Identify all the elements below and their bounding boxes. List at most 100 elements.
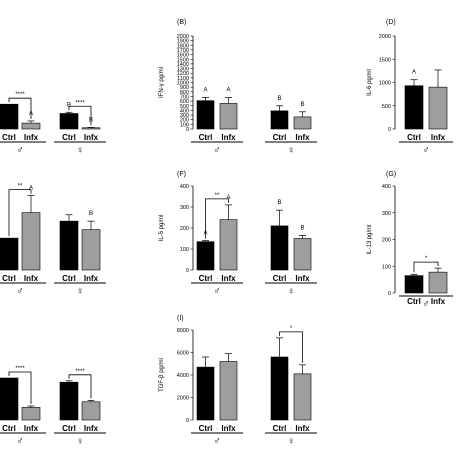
x-label-infx: Infx <box>84 133 99 142</box>
x-label-infx: Infx <box>295 133 310 142</box>
group-symbol: ♀ <box>287 286 295 297</box>
panel-g: (G) 0 100 200 300 400 IL-13 pg/ml Ctrl · Infx♂ * <box>367 171 453 310</box>
bar-ctrl <box>196 241 215 271</box>
compact-letter: B <box>277 200 281 206</box>
x-label-dot: · <box>216 426 218 432</box>
bar-ctrl <box>59 220 79 271</box>
significance-label: ** <box>215 193 220 199</box>
significance-label: * <box>425 256 428 262</box>
x-label-ctrl: Ctrl <box>2 274 16 283</box>
compact-letter: A <box>226 87 230 93</box>
compact-letter: B <box>67 102 71 108</box>
x-label-dot: · <box>290 276 292 282</box>
x-label-dot: · <box>290 426 292 432</box>
group-symbol: ♀ <box>76 145 84 156</box>
group-symbol: ♂ <box>16 145 24 156</box>
x-label-dot: · <box>79 135 81 141</box>
y-tick-label: 1300 <box>177 67 189 73</box>
bar-infx <box>21 407 41 421</box>
y-tick-label: 4000 <box>177 373 189 379</box>
y-tick-label: 0 <box>388 291 391 297</box>
significance-label: ** <box>18 184 23 190</box>
bar-infx <box>293 238 312 271</box>
y-tick-label: 1500 <box>379 57 391 63</box>
group-symbol: ♂ <box>16 286 24 297</box>
bar-infx <box>21 122 41 130</box>
bar-infx <box>21 212 41 271</box>
bar-infx <box>293 373 312 421</box>
panel-d: (D) 0 500 1000 1500 2000 IL-6 pg/ml A Ctrl · Infx♂ <box>367 19 453 156</box>
y-axis-label: IFN-γ pg/ml <box>159 67 165 98</box>
bar-infx <box>219 219 238 271</box>
y-tick-label: 300 <box>180 205 189 211</box>
x-label-infx: Infx <box>221 424 236 433</box>
bar-infx <box>219 103 238 130</box>
compact-letter: B <box>277 96 281 102</box>
y-axis-label: IL-5 pg/ml <box>159 215 165 242</box>
y-tick-label: 2000 <box>379 34 391 40</box>
x-label-dot: · <box>425 299 427 305</box>
y-tick-label: 900 <box>180 85 189 91</box>
y-tick-label: 400 <box>180 184 189 190</box>
x-label-dot: · <box>19 276 21 282</box>
x-label-ctrl: Ctrl <box>199 274 213 283</box>
bar-ctrl <box>270 110 289 130</box>
bar-infx <box>81 229 101 271</box>
compact-letter: B <box>300 225 304 231</box>
group-symbol: ♀ <box>287 436 295 447</box>
panel-b: (B)0100200300400500600700800900100011001… <box>159 19 317 156</box>
significance-bracket <box>8 97 32 119</box>
significance-bracket <box>68 105 92 126</box>
y-tick-label: 400 <box>382 184 391 190</box>
y-tick-label: 100 <box>180 247 189 253</box>
bar-infx <box>428 271 448 294</box>
bar-ctrl <box>0 377 19 421</box>
y-tick-label: 6000 <box>177 351 189 357</box>
x-label-ctrl: Ctrl <box>407 133 421 142</box>
x-label-infx: Infx <box>84 424 99 433</box>
y-axis-label: TGF-β pg/ml <box>159 358 165 392</box>
bar-ctrl <box>59 113 79 130</box>
x-label-ctrl: Ctrl <box>273 274 287 283</box>
compact-letter: B <box>300 102 304 108</box>
x-label-dot: · <box>216 135 218 141</box>
group-symbol: ♀ <box>76 436 84 447</box>
y-tick-label: 1800 <box>177 43 189 49</box>
group-symbol: ♂ <box>213 145 221 156</box>
x-label-dot: · <box>19 135 21 141</box>
panel-label: (I) <box>177 315 184 322</box>
significance-bracket <box>413 261 439 273</box>
significance-label: **** <box>75 100 85 106</box>
panel-label: (G) <box>386 171 396 178</box>
y-tick-label: 0 <box>186 418 189 424</box>
x-label-dot: · <box>216 276 218 282</box>
x-label-infx: Infx <box>221 133 236 142</box>
x-label-dot: · <box>290 135 292 141</box>
bar-infx <box>219 361 238 421</box>
x-label-ctrl: Ctrl <box>2 424 16 433</box>
significance-bracket <box>205 198 229 239</box>
bar-ctrl <box>404 275 424 294</box>
bar-ctrl <box>59 381 79 421</box>
group-symbol: ♂ <box>213 286 221 297</box>
bar-infx <box>428 86 448 130</box>
x-label-infx: Infx <box>24 274 39 283</box>
bar-ctrl <box>270 225 289 271</box>
x-label-ctrl: Ctrl <box>62 274 76 283</box>
compact-letter: A <box>412 70 416 76</box>
significance-bracket <box>8 189 32 237</box>
y-tick-label: 1100 <box>177 76 189 82</box>
y-tick-label: 200 <box>180 226 189 232</box>
y-tick-label: 1000 <box>379 81 391 87</box>
group-symbol: ♂ <box>16 436 24 447</box>
x-label-infx: Infx <box>24 424 39 433</box>
y-tick-label: 0 <box>186 127 189 133</box>
y-tick-label: 600 <box>180 99 189 105</box>
x-label-ctrl: Ctrl <box>273 133 287 142</box>
y-tick-label: 800 <box>180 90 189 96</box>
panel-label: (B) <box>177 19 186 26</box>
